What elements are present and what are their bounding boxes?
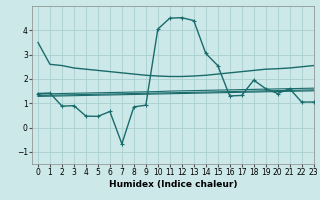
- X-axis label: Humidex (Indice chaleur): Humidex (Indice chaleur): [108, 180, 237, 189]
